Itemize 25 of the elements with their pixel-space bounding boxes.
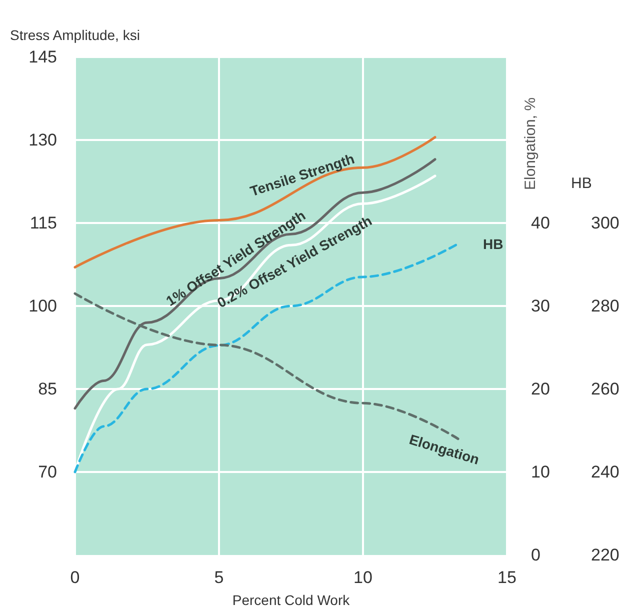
y3-tick-label: 260 — [591, 380, 620, 398]
y3-axis-title: HB — [571, 175, 592, 192]
y3-tick-label: 220 — [591, 546, 620, 564]
x-tick-label: 5 — [214, 568, 224, 587]
y2-tick-label: 30 — [531, 296, 550, 316]
y2-tick-label: 40 — [531, 214, 550, 232]
y-tick-label: 115 — [30, 214, 57, 232]
y3-tick-label: 240 — [591, 462, 620, 482]
x-tick-label: 10 — [354, 568, 372, 587]
x-axis-title: Percent Cold Work — [232, 592, 351, 608]
series-label: HB — [483, 236, 504, 252]
y-tick-label: 70 — [38, 462, 57, 482]
x-tick-label: 15 — [498, 568, 516, 587]
y-tick-label: 100 — [28, 296, 57, 316]
y-tick-label: 85 — [38, 380, 57, 398]
y-tick-label: 145 — [28, 48, 57, 66]
y-tick-label: 130 — [28, 130, 57, 150]
y-axis-title: Stress Amplitude, ksi — [10, 27, 140, 43]
x-tick-label: 0 — [70, 568, 80, 587]
y2-tick-label: 10 — [531, 462, 550, 482]
y2-tick-label: 0 — [531, 546, 540, 564]
y3-tick-label: 280 — [591, 296, 620, 316]
y3-tick-label: 300 — [591, 214, 620, 232]
y2-axis-title: Elongation, % — [522, 97, 539, 190]
y2-tick-label: 20 — [531, 380, 550, 398]
